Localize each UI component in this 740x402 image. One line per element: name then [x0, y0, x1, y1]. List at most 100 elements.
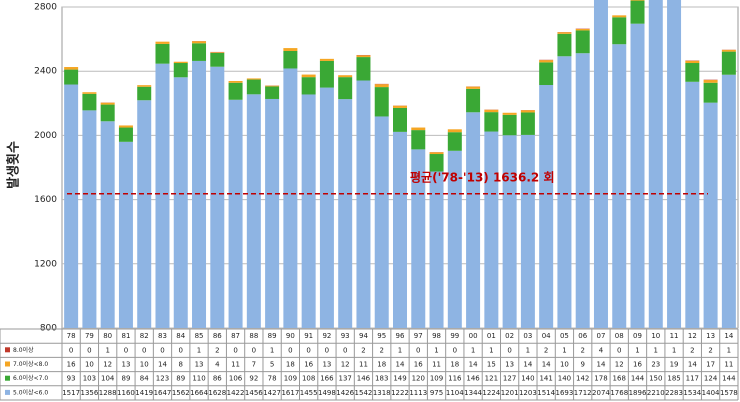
x-tick-label: 95	[377, 332, 386, 340]
table-value: 2	[708, 346, 712, 354]
bar-segment	[575, 28, 590, 31]
table-value: 1160	[117, 389, 135, 397]
table-value: 17	[706, 361, 715, 369]
table-value: 146	[466, 375, 480, 383]
bar-segment	[100, 104, 115, 122]
table-value: 1498	[318, 389, 336, 397]
table-value: 1455	[300, 389, 318, 397]
bar-segment	[685, 81, 700, 328]
table-value: 1	[672, 346, 676, 354]
table-value: 1426	[336, 389, 354, 397]
table-value: 109	[430, 375, 443, 383]
bar-segment	[411, 130, 426, 150]
table-value: 1	[526, 346, 530, 354]
table-value: 140	[558, 375, 571, 383]
table-value: 1356	[80, 389, 98, 397]
table-value: 116	[448, 375, 462, 383]
bar-segment	[612, 44, 627, 329]
bar-segment	[192, 41, 207, 44]
bar-segment	[721, 51, 736, 75]
bar-segment	[192, 43, 207, 61]
bar-segment	[155, 43, 170, 64]
table-value: 1	[197, 346, 201, 354]
table-value: 1104	[446, 389, 464, 397]
table-value: 2	[361, 346, 365, 354]
table-value: 2	[690, 346, 694, 354]
x-tick-label: 92	[322, 332, 331, 340]
x-tick-label: 13	[706, 332, 715, 340]
bar-segment	[246, 78, 261, 80]
x-tick-label: 90	[286, 332, 295, 340]
bar-segment	[539, 85, 554, 329]
bar-segment	[137, 85, 152, 87]
bar-segment	[502, 114, 517, 136]
table-value: 1	[727, 346, 731, 354]
table-value: 14	[523, 361, 532, 369]
table-value: 2283	[665, 389, 683, 397]
table-value: 109	[284, 375, 297, 383]
bar-segment	[246, 79, 261, 95]
bar-segment	[100, 102, 115, 105]
table-value: 1712	[574, 389, 592, 397]
bar-segment	[630, 23, 645, 329]
bar-segment	[283, 68, 298, 328]
bar-segment	[173, 63, 188, 78]
table-value: 142	[576, 375, 589, 383]
bar-segment	[557, 32, 572, 34]
table-value: 84	[140, 375, 149, 383]
x-tick-label: 86	[213, 332, 222, 340]
y-tick-label: 2000	[34, 131, 57, 141]
table-value: 19	[670, 361, 679, 369]
bar-segment	[301, 74, 316, 78]
x-tick-label: 94	[359, 332, 368, 340]
bar-segment	[64, 67, 79, 70]
table-value: 12	[615, 361, 624, 369]
bar-segment	[210, 52, 225, 67]
table-value: 5	[270, 361, 274, 369]
table-value: 120	[412, 375, 425, 383]
legend-label: 6.0이상<7.0	[13, 374, 48, 382]
x-tick-label: 96	[396, 332, 405, 340]
table-value: 16	[414, 361, 423, 369]
table-value: 14	[688, 361, 697, 369]
bar-segment	[118, 125, 133, 128]
table-value: 89	[176, 375, 185, 383]
table-value: 11	[432, 361, 441, 369]
table-value: 121	[485, 375, 498, 383]
table-value: 0	[325, 346, 329, 354]
bar-segment	[466, 86, 481, 89]
bar-segment	[82, 110, 97, 328]
bar-segment	[502, 135, 517, 328]
bar-segment	[429, 154, 444, 172]
table-value: 104	[101, 375, 115, 383]
table-value: 1	[270, 346, 274, 354]
bar-segment	[447, 132, 462, 151]
bar-segment	[557, 56, 572, 328]
legend-label: 7.0이상<8.0	[13, 360, 48, 368]
table-value: 2	[215, 346, 219, 354]
bar-segment	[374, 84, 389, 88]
bar-segment	[393, 105, 407, 108]
x-tick-label: 03	[523, 332, 532, 340]
bar-segment	[612, 17, 627, 45]
bar-segment	[356, 55, 371, 58]
table-value: 124	[704, 375, 718, 383]
bar-segment	[667, 0, 682, 329]
x-tick-label: 08	[615, 332, 624, 340]
bar-segment	[539, 60, 554, 63]
bar-segment	[338, 77, 353, 100]
table-value: 183	[375, 375, 388, 383]
bar-segment	[466, 88, 481, 113]
x-tick-label: 93	[341, 332, 350, 340]
table-value: 1628	[208, 389, 226, 397]
table-value: 144	[722, 375, 736, 383]
x-tick-label: 98	[432, 332, 441, 340]
bar-segment	[228, 82, 243, 100]
table-value: 1578	[720, 389, 738, 397]
bar-segment	[319, 87, 334, 328]
table-value: 0	[87, 346, 91, 354]
y-axis-label: 발생횟수	[6, 141, 22, 189]
table-value: 1	[471, 346, 475, 354]
bar-segment	[283, 50, 298, 69]
table-value: 13	[195, 361, 204, 369]
